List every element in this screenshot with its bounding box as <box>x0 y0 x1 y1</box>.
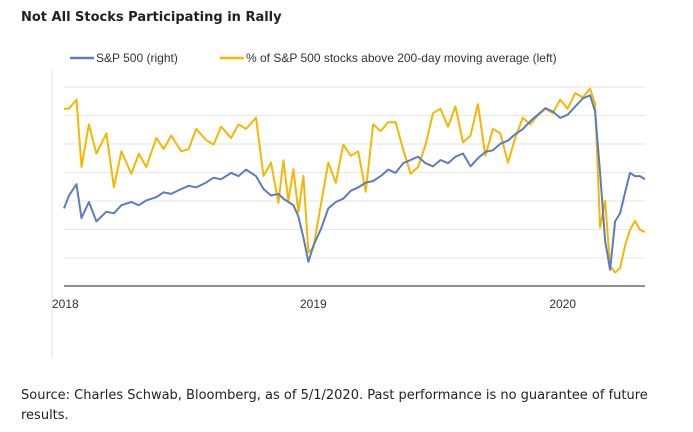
line-chart: S&P 500 (right) % of S&P 500 stocks abov… <box>51 51 646 358</box>
legend-label-breadth: % of S&P 500 stocks above 200-day moving… <box>246 51 557 65</box>
x-tick-label: 2019 <box>300 297 327 311</box>
page-title: Not All Stocks Participating in Rally <box>21 10 282 25</box>
legend: S&P 500 (right) % of S&P 500 stocks abov… <box>70 51 557 65</box>
plot-area <box>63 87 646 274</box>
series-line-sp500 <box>63 94 646 271</box>
series-line-breadth <box>64 87 646 274</box>
legend-label-sp500: S&P 500 (right) <box>96 51 178 65</box>
grid <box>64 86 645 259</box>
x-tick-label: 2018 <box>52 297 79 311</box>
source-note: Source: Charles Schwab, Bloomberg, as of… <box>21 388 648 423</box>
x-tick-labels: 2018 2019 2020 <box>52 297 576 311</box>
x-tick-label: 2020 <box>549 297 576 311</box>
